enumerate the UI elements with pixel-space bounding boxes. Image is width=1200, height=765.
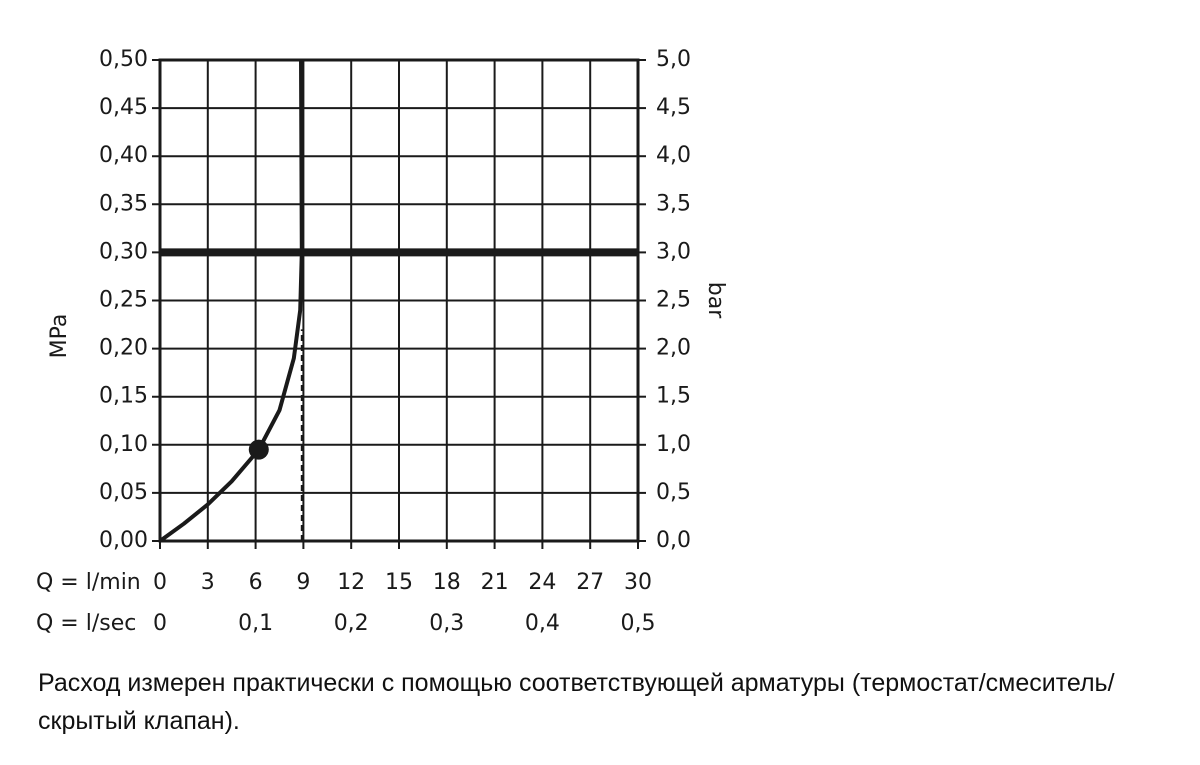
- x-tick-label: 0: [153, 570, 167, 595]
- y2-tick-label: 2,0: [656, 336, 691, 361]
- x2-axis-label: Q = l/sec: [36, 611, 136, 636]
- x-tick-label: 18: [433, 570, 461, 595]
- x-tick-label: 21: [481, 570, 509, 595]
- y-tick-label: 0,25: [99, 288, 148, 313]
- curve: [158, 59, 304, 543]
- x2-tick-label: 0,3: [429, 611, 464, 636]
- x-tick-label: 3: [201, 570, 215, 595]
- x2-tick-label: 0,2: [334, 611, 369, 636]
- y2-tick-label: 0,5: [656, 480, 691, 505]
- y2-tick-label: 2,5: [656, 288, 691, 313]
- x-tick-label: 9: [296, 570, 310, 595]
- y-tick-label: 0,35: [99, 191, 148, 216]
- y2-tick-label: 4,0: [656, 143, 691, 168]
- x-axis-label: Q = l/min: [36, 570, 141, 595]
- y2-tick-label: 5,0: [656, 47, 691, 72]
- y-tick-label: 0,45: [99, 95, 148, 120]
- note: Расход измерен практически с помощью соо…: [38, 669, 1115, 735]
- y-tick-label: 0,00: [99, 528, 148, 553]
- x2-tick-label: 0,1: [238, 611, 273, 636]
- y-tick-label: 0,20: [99, 336, 148, 361]
- y2-tick-label: 0,0: [656, 528, 691, 553]
- chart: MPa bar Q = l/min Q = l/sec 0,000,050,10…: [36, 47, 728, 636]
- y-tick-label: 0,10: [99, 432, 148, 457]
- x-tick-label: 15: [385, 570, 413, 595]
- y-tick-label: 0,15: [99, 384, 148, 409]
- x2-tick-label: 0,5: [621, 611, 656, 636]
- x2-tick-label: 0: [153, 611, 167, 636]
- y-tick-label: 0,40: [99, 143, 148, 168]
- y2-tick-label: 1,5: [656, 384, 691, 409]
- x-tick-label: 12: [337, 570, 365, 595]
- x2-tick-label: 0,4: [525, 611, 560, 636]
- x-tick-label: 24: [528, 570, 556, 595]
- x-tick-label: 27: [576, 570, 604, 595]
- y-tick-label: 0,30: [99, 239, 148, 264]
- y-tick-label: 0,05: [99, 480, 148, 505]
- y-axis-label: MPa: [47, 314, 72, 359]
- y2-tick-label: 3,0: [656, 239, 691, 264]
- x-tick-label: 6: [249, 570, 263, 595]
- point-marker: [248, 439, 269, 460]
- y2-tick-label: 3,5: [656, 191, 691, 216]
- y2-tick-label: 4,5: [656, 95, 691, 120]
- plot-frame: [158, 58, 640, 543]
- y2-tick-label: 1,0: [656, 432, 691, 457]
- y-tick-label: 0,50: [99, 47, 148, 72]
- x-tick-label: 30: [624, 570, 652, 595]
- y2-axis-label: bar: [703, 282, 728, 319]
